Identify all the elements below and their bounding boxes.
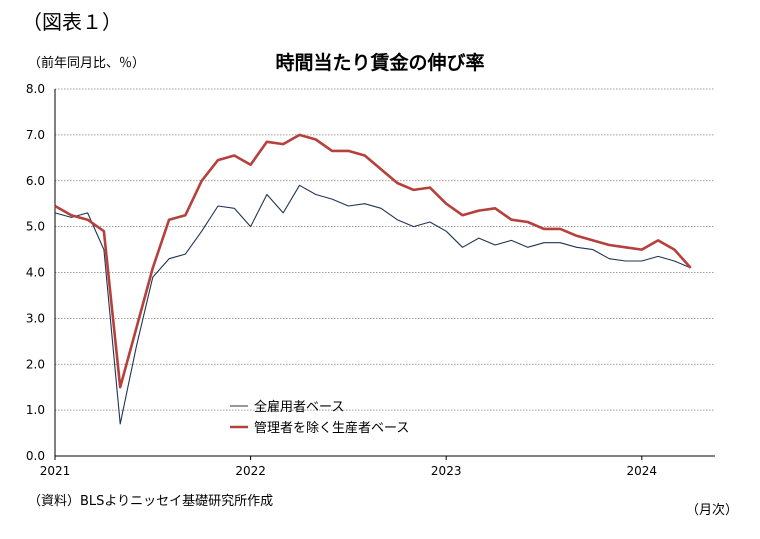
y-tick-labels: 0.0 1.0 2.0 3.0 4.0 5.0 6.0 7.0 8.0: [26, 82, 45, 463]
y-tick-label: 1.0: [26, 403, 45, 417]
y-tick-label: 3.0: [26, 311, 45, 325]
series-line-all-employees: [54, 184, 691, 425]
x-tick-label: 2021: [40, 464, 71, 478]
x-unit-label: （月次）: [685, 503, 738, 518]
series-line-nonsupervisory: [54, 133, 692, 389]
y-tick-label: 6.0: [26, 174, 45, 188]
y-tick-label: 4.0: [26, 266, 45, 280]
figure-label: （図表１）: [22, 10, 122, 34]
legend-label: 管理者を除く生産者ベース: [254, 420, 409, 436]
x-tick-label: 2024: [627, 464, 658, 478]
x-tick-label: 2022: [235, 464, 266, 478]
series-lines: [54, 133, 692, 425]
y-tick-label: 2.0: [26, 357, 45, 371]
x-tick-labels: 2021 2022 2023 2024: [40, 456, 657, 478]
y-tick-label: 7.0: [26, 128, 45, 142]
y-tick-label: 0.0: [26, 449, 45, 463]
axes: [54, 89, 715, 457]
y-tick-label: 5.0: [26, 220, 45, 234]
chart-title: 時間当たり賃金の伸び率: [275, 52, 485, 74]
grid-lines: [55, 88, 715, 411]
y-tick-label: 8.0: [26, 82, 45, 96]
legend-label: 全雇用者ベース: [254, 399, 344, 415]
y-unit-label: （前年同月比、％）: [28, 56, 146, 71]
source-note: （資料）BLSよりニッセイ基礎研究所作成: [28, 494, 274, 509]
x-tick-label: 2023: [431, 464, 462, 478]
